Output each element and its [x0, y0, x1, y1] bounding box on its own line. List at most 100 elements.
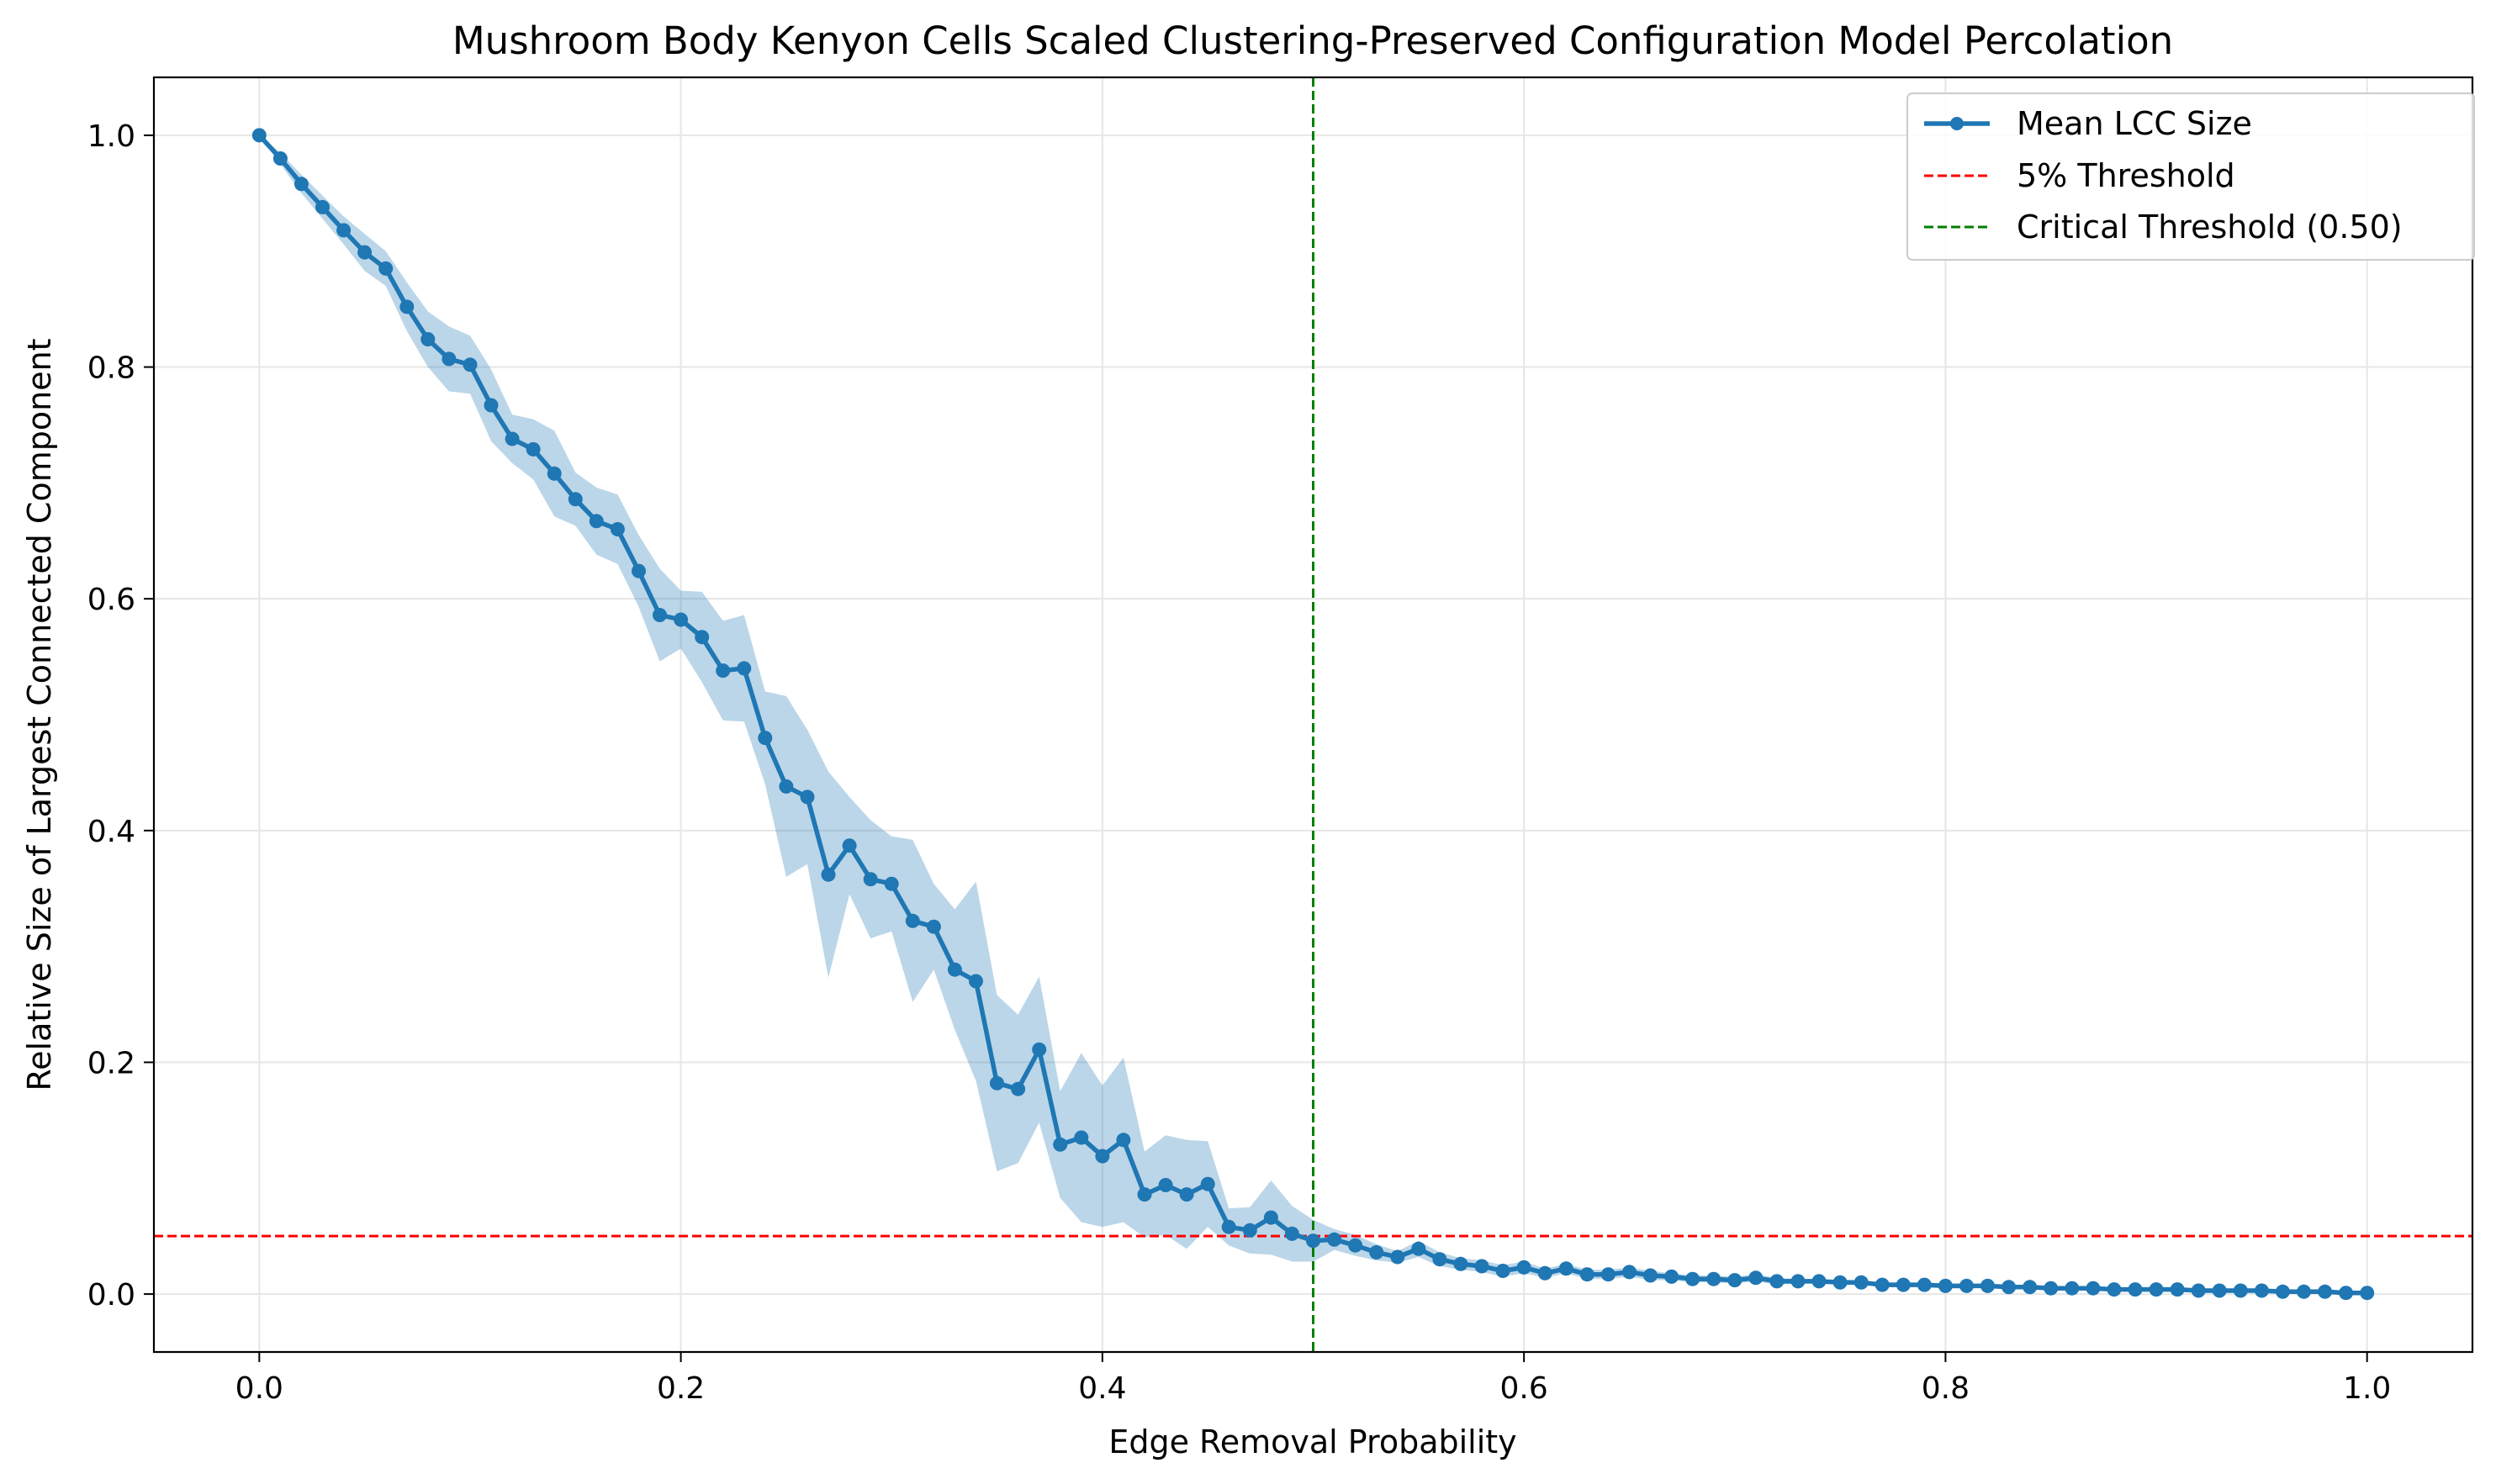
- data-point: [884, 876, 899, 891]
- series-layer: [251, 128, 2375, 1301]
- x-tick-label: 0.0: [235, 1371, 283, 1406]
- data-point: [2065, 1281, 2080, 1296]
- data-point: [589, 514, 604, 529]
- data-point: [695, 630, 710, 645]
- data-point: [990, 1075, 1004, 1091]
- y-tick-label: 1.0: [87, 119, 135, 154]
- data-point: [1474, 1259, 1489, 1274]
- data-point: [674, 612, 689, 627]
- data-point: [653, 608, 667, 622]
- data-point: [1095, 1149, 1110, 1164]
- data-point: [1453, 1256, 1468, 1271]
- data-point: [779, 779, 794, 794]
- data-point: [2128, 1282, 2143, 1297]
- data-point: [357, 245, 373, 260]
- data-point: [1200, 1176, 1215, 1191]
- data-point: [484, 398, 499, 413]
- data-point: [293, 177, 309, 192]
- data-point: [632, 563, 646, 578]
- data-point: [1053, 1137, 1068, 1152]
- data-point: [399, 299, 415, 314]
- data-point: [2360, 1286, 2375, 1301]
- data-point: [969, 974, 983, 989]
- data-point: [1411, 1241, 1426, 1256]
- x-tick-label: 0.2: [657, 1371, 705, 1406]
- data-point: [2318, 1284, 2333, 1299]
- data-point: [1116, 1133, 1131, 1148]
- data-point: [2212, 1283, 2227, 1298]
- data-point: [1600, 1267, 1616, 1282]
- legend-label-mean: Mean LCC Size: [2017, 105, 2252, 142]
- data-point: [1306, 1233, 1320, 1249]
- data-point: [2191, 1283, 2206, 1298]
- chart-title: Mushroom Body Kenyon Cells Scaled Cluste…: [452, 18, 2173, 63]
- data-point: [1558, 1261, 1573, 1276]
- data-point: [2044, 1281, 2059, 1296]
- tick-layer: 0.0 0.2 0.4 0.6 0.8 1.0 0.0 0.2 0.4 0.6 0.8 1.0: [87, 119, 2392, 1406]
- data-point: [1748, 1270, 1764, 1286]
- data-point: [1158, 1178, 1173, 1192]
- data-point: [1643, 1268, 1658, 1283]
- data-point: [1495, 1264, 1510, 1278]
- data-point: [2233, 1283, 2248, 1298]
- data-point: [1769, 1274, 1785, 1289]
- data-point: [1390, 1249, 1405, 1265]
- data-point: [1011, 1081, 1026, 1096]
- data-point: [1917, 1277, 1932, 1292]
- data-point: [800, 790, 815, 805]
- data-point: [1263, 1210, 1278, 1225]
- y-tick-label: 0.6: [87, 583, 135, 617]
- plot-frame: [152, 76, 2474, 1354]
- data-point: [1327, 1232, 1342, 1247]
- data-point: [716, 663, 731, 679]
- data-point: [2297, 1284, 2311, 1299]
- y-axis-label: Relative Size of Largest Connected Compo…: [21, 338, 58, 1091]
- x-tick-label: 0.4: [1078, 1371, 1126, 1406]
- y-tick-label: 0.2: [87, 1046, 135, 1080]
- data-point: [2023, 1280, 2038, 1295]
- data-point: [1579, 1267, 1594, 1282]
- data-point: [505, 431, 520, 446]
- data-point: [842, 838, 857, 853]
- data-point: [2002, 1280, 2017, 1295]
- data-point: [821, 867, 836, 882]
- data-point: [378, 261, 394, 276]
- x-tick-label: 0.6: [1500, 1371, 1548, 1406]
- x-tick-label: 1.0: [2343, 1371, 2391, 1406]
- data-point: [1537, 1265, 1552, 1281]
- data-point: [420, 332, 436, 346]
- data-point: [926, 919, 941, 934]
- data-point: [863, 872, 878, 887]
- legend-marker-mean: [1950, 117, 1964, 130]
- data-point: [1032, 1042, 1047, 1057]
- data-point: [2149, 1282, 2164, 1297]
- data-point: [610, 522, 625, 536]
- legend: Mean LCC Size 5% Threshold Critical Thre…: [1906, 92, 2475, 261]
- data-point: [1137, 1187, 1152, 1202]
- x-axis-label: Edge Removal Probability: [1108, 1423, 1516, 1460]
- legend-label-critical: Critical Threshold (0.50): [2017, 209, 2403, 246]
- legend-label-threshold: 5% Threshold: [2017, 157, 2235, 194]
- data-point: [1369, 1245, 1384, 1260]
- data-point: [2339, 1286, 2354, 1301]
- data-point: [1348, 1238, 1363, 1253]
- data-point: [2170, 1282, 2185, 1297]
- data-point: [1811, 1274, 1827, 1289]
- data-point: [2107, 1282, 2122, 1297]
- data-point: [568, 492, 583, 507]
- x-tick-label: 0.8: [1922, 1371, 1970, 1406]
- data-point: [758, 731, 773, 746]
- data-point: [737, 661, 752, 676]
- data-point: [272, 151, 288, 166]
- data-point: [2086, 1281, 2101, 1296]
- data-point: [1959, 1278, 1974, 1293]
- data-point: [947, 962, 962, 977]
- data-point: [1832, 1275, 1848, 1290]
- data-point: [1875, 1277, 1890, 1292]
- data-point: [1242, 1223, 1257, 1238]
- data-point: [315, 199, 330, 214]
- data-point: [1853, 1275, 1869, 1290]
- data-point: [1980, 1278, 1995, 1293]
- data-point: [336, 223, 352, 238]
- data-point: [526, 441, 541, 457]
